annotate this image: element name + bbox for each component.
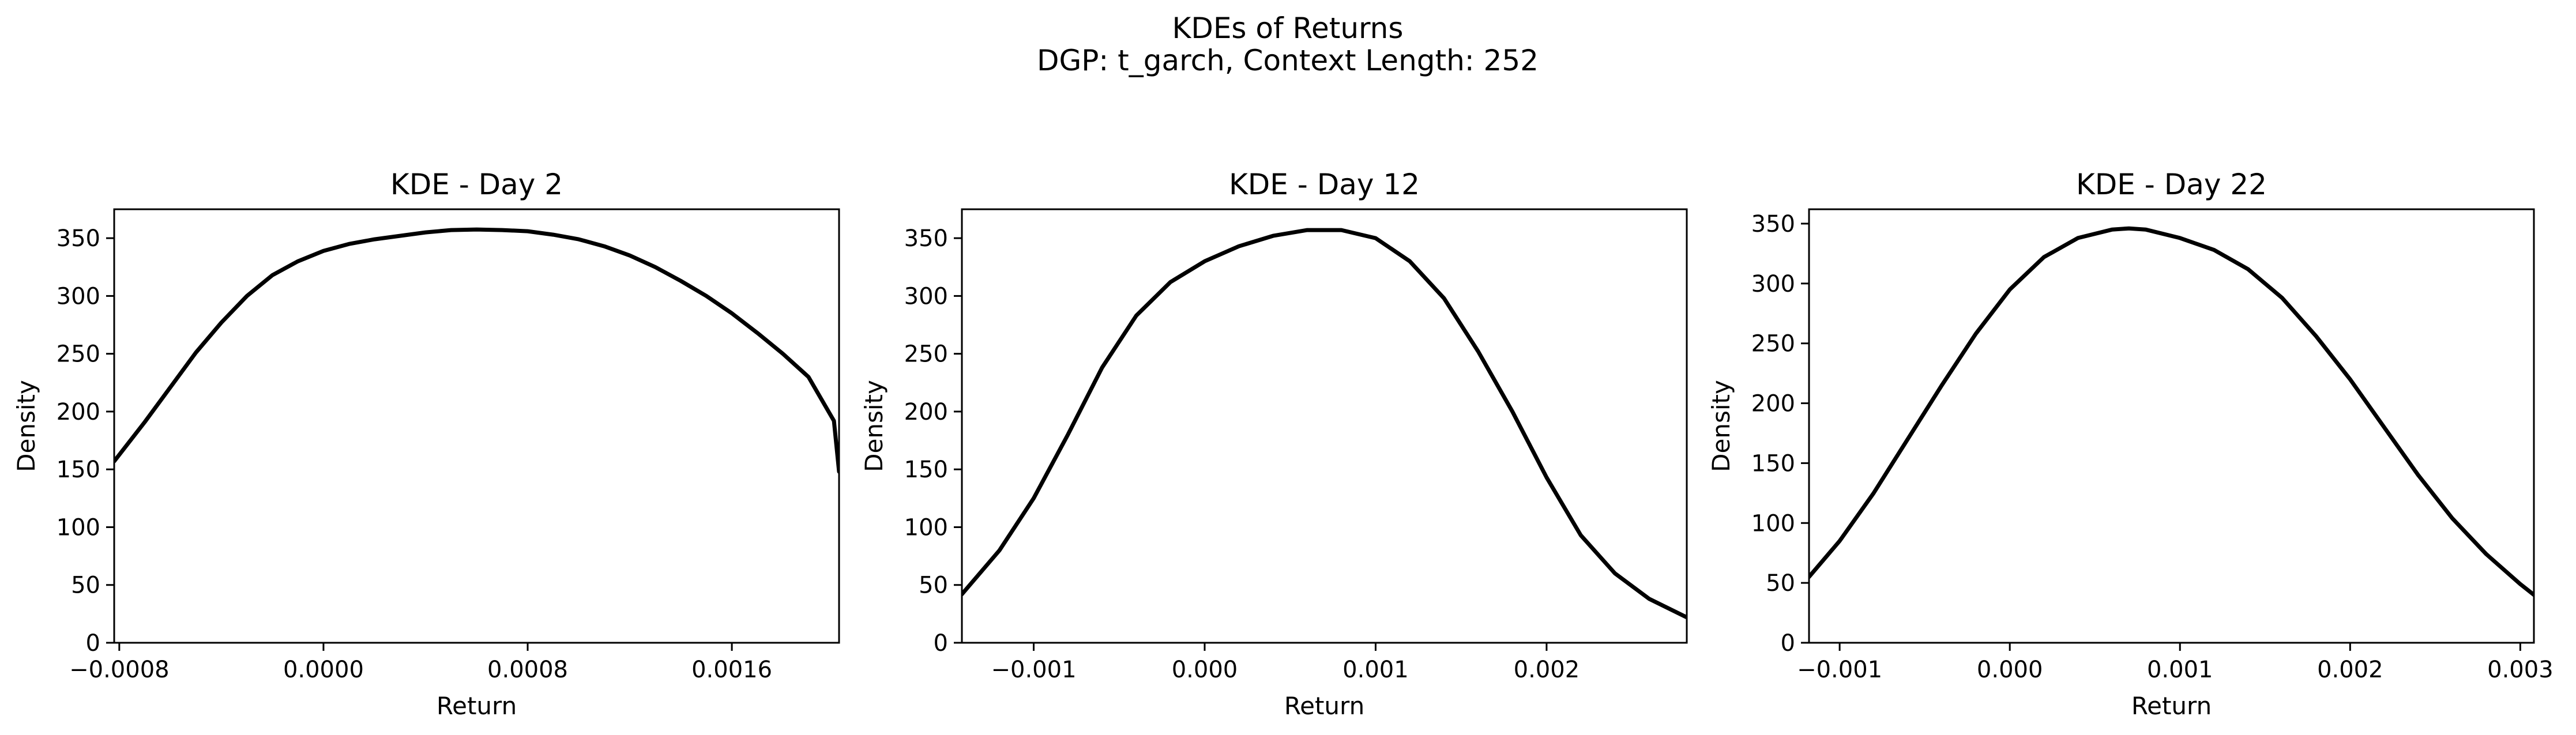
figure-suptitle-line1: KDEs of Returns — [1172, 12, 1404, 45]
y-tick-label: 250 — [1751, 331, 1795, 357]
y-tick-label: 50 — [1766, 570, 1795, 597]
x-axis-label: Return — [1284, 692, 1364, 720]
y-axis-label: Density — [1707, 380, 1735, 472]
y-tick-label: 100 — [57, 514, 100, 541]
x-tick-label: 0.003 — [2487, 657, 2554, 683]
y-tick-label: 0 — [86, 630, 100, 657]
x-tick-label: −0.0008 — [69, 657, 169, 683]
x-tick-label: 0.002 — [1514, 657, 1580, 683]
y-tick-label: 250 — [904, 341, 948, 368]
y-tick-label: 100 — [904, 514, 948, 541]
subplot-day-12: KDE - Day 12 −0.001 0.000 0.001 0.002 0 50 100 1… — [860, 168, 1688, 720]
y-tick-label: 300 — [1751, 271, 1795, 297]
figure-suptitle-line2: DGP: t_garch, Context Length: 252 — [1037, 44, 1539, 77]
y-tick-label: 150 — [57, 457, 100, 483]
y-tick-label: 200 — [1751, 391, 1795, 417]
x-tick-label: 0.001 — [1342, 657, 1409, 683]
x-tick-label: 0.0000 — [283, 657, 364, 683]
x-tick-label: 0.0008 — [487, 657, 568, 683]
y-tick-label: 350 — [904, 225, 948, 252]
axes-frame — [1808, 208, 2535, 644]
subplot-title: KDE - Day 2 — [390, 168, 563, 201]
y-tick-label: 50 — [919, 572, 948, 599]
x-axis-label: Return — [437, 692, 517, 720]
x-tick-label: −0.001 — [1797, 657, 1882, 683]
kde-curve — [1809, 226, 2534, 597]
y-tick-label: 350 — [1751, 211, 1795, 238]
subplot-day-22: KDE - Day 22 −0.001 0.000 0.001 0.002 0.003 0 5… — [1707, 168, 2554, 720]
y-tick-label: 0 — [1781, 630, 1795, 657]
x-tick-label: 0.0016 — [691, 657, 772, 683]
x-axis-label: Return — [2131, 692, 2212, 720]
subplot-day-2: KDE - Day 2 −0.0008 0.0000 0.0008 0.0016 0 50 1… — [12, 168, 840, 720]
x-tick-label: 0.000 — [1172, 657, 1238, 683]
y-tick-label: 100 — [1751, 510, 1795, 537]
kde-curve — [962, 228, 1687, 620]
subplot-title: KDE - Day 12 — [1229, 168, 1420, 201]
x-tick-label: −0.001 — [991, 657, 1076, 683]
kde-curve — [114, 227, 839, 474]
y-tick-label: 300 — [57, 283, 100, 310]
x-tick-label: 0.000 — [1977, 657, 2043, 683]
axes-frame — [113, 208, 840, 644]
y-tick-label: 0 — [934, 630, 948, 657]
y-tick-label: 150 — [904, 457, 948, 483]
x-tick-label: 0.001 — [2147, 657, 2213, 683]
y-tick-label: 50 — [71, 572, 100, 599]
y-tick-label: 200 — [904, 399, 948, 425]
y-tick-label: 150 — [1751, 450, 1795, 477]
y-axis-label: Density — [12, 380, 40, 472]
x-tick-label: 0.002 — [2317, 657, 2383, 683]
axes-frame — [961, 208, 1688, 644]
y-axis-label: Density — [860, 380, 888, 472]
y-tick-label: 350 — [57, 225, 100, 252]
subplot-title: KDE - Day 22 — [2076, 168, 2267, 201]
y-tick-label: 250 — [57, 341, 100, 368]
y-tick-label: 300 — [904, 283, 948, 310]
y-tick-label: 200 — [57, 399, 100, 425]
